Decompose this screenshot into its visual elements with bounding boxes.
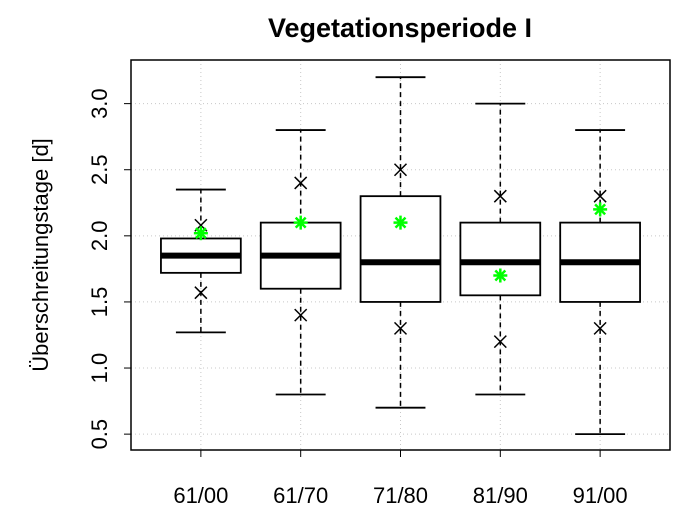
y-tick-label: 1.0 [87,353,112,384]
star-stroke [494,269,507,282]
y-tick-label: 1.5 [87,287,112,318]
x-mark-stroke [294,308,308,322]
mean-star [293,215,308,230]
x-mark [493,189,507,203]
mean-star [193,226,208,241]
y-tick-label: 0.5 [87,419,112,450]
x-mark [593,321,607,335]
x-tick-label: 91/00 [573,483,628,508]
x-mark-stroke [294,176,308,190]
box [459,221,542,297]
x-mark [393,163,408,177]
x-mark [393,321,408,335]
star-stroke [194,227,207,240]
x-mark-stroke [493,189,507,203]
star-stroke [594,203,607,216]
x-mark [194,286,208,300]
mean-star [493,268,508,283]
y-tick-label: 2.0 [87,221,112,252]
x-mark [294,308,308,322]
x-mark-stroke [393,321,408,335]
x-mark-stroke [194,286,208,300]
box [359,195,442,303]
x-mark-stroke [493,335,507,349]
x-tick-label: 61/00 [173,483,228,508]
star-stroke [294,216,307,229]
chart-title: Vegetationsperiode I [268,13,532,43]
mean-star [393,215,408,230]
x-tick-label: 81/90 [473,483,528,508]
y-axis-label: Überschreitungstage [d] [28,138,53,372]
y-tick-label: 3.0 [87,88,112,119]
x-tick-label: 71/80 [373,483,428,508]
x-tick-label: 61/70 [273,483,328,508]
x-mark-stroke [393,163,408,177]
plot-frame [130,59,671,451]
x-mark [493,335,507,349]
x-mark [294,176,308,190]
mean-star [593,202,608,217]
y-tick-label: 2.5 [87,154,112,185]
x-mark [593,189,607,203]
x-mark-stroke [593,189,607,203]
x-mark-stroke [593,321,607,335]
star-stroke [394,216,407,229]
